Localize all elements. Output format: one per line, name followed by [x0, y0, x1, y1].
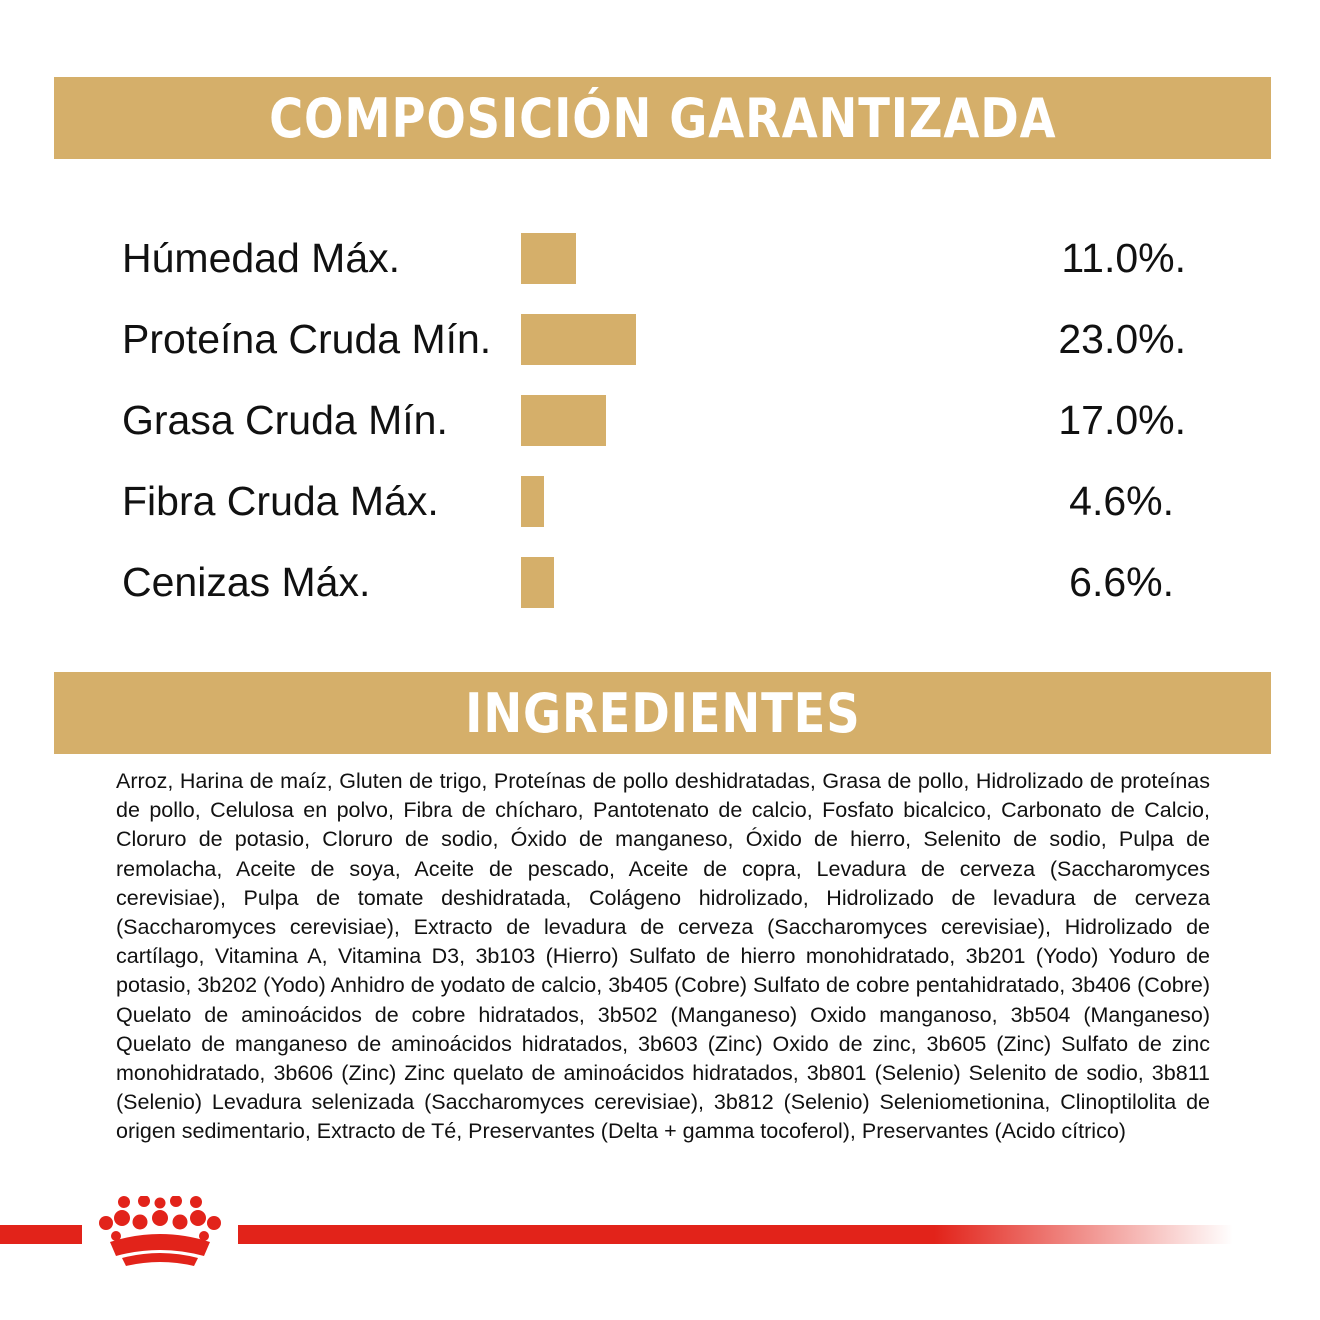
composition-row-label: Proteína Cruda Mín.	[122, 316, 492, 362]
composition-row-label: Húmedad Máx.	[122, 235, 401, 281]
composition-title: COMPOSICIÓN GARANTIZADA	[268, 86, 1057, 150]
ingredients-banner: INGREDIENTES	[54, 672, 1271, 754]
composition-bar	[521, 314, 636, 365]
royal-canin-crown-icon	[99, 1196, 221, 1266]
footer-line-left	[0, 1225, 82, 1244]
composition-value-label: 23.0%.	[1058, 316, 1186, 362]
composition-bar	[521, 557, 554, 608]
composition-value-label: 11.0%.	[1061, 235, 1186, 281]
composition-row-label: Fibra Cruda Máx.	[122, 478, 439, 524]
footer-line-right	[238, 1225, 1233, 1244]
composition-chart: Húmedad Máx. 11.0%. Proteína Cruda Mín. 23.…	[0, 0, 1320, 640]
composition-bar	[521, 233, 576, 284]
composition-bar	[521, 476, 544, 527]
composition-value-label: 4.6%.	[1069, 478, 1174, 524]
composition-bar	[521, 395, 606, 446]
ingredients-title: INGREDIENTES	[464, 681, 861, 745]
composition-row-label: Grasa Cruda Mín.	[122, 397, 448, 443]
composition-value-label: 6.6%.	[1069, 559, 1174, 605]
composition-row-label: Cenizas Máx.	[122, 559, 371, 605]
composition-value-label: 17.0%.	[1058, 397, 1186, 443]
ingredients-text: Arroz, Harina de maíz, Gluten de trigo, …	[116, 769, 1210, 1144]
composition-banner: COMPOSICIÓN GARANTIZADA	[54, 77, 1271, 159]
